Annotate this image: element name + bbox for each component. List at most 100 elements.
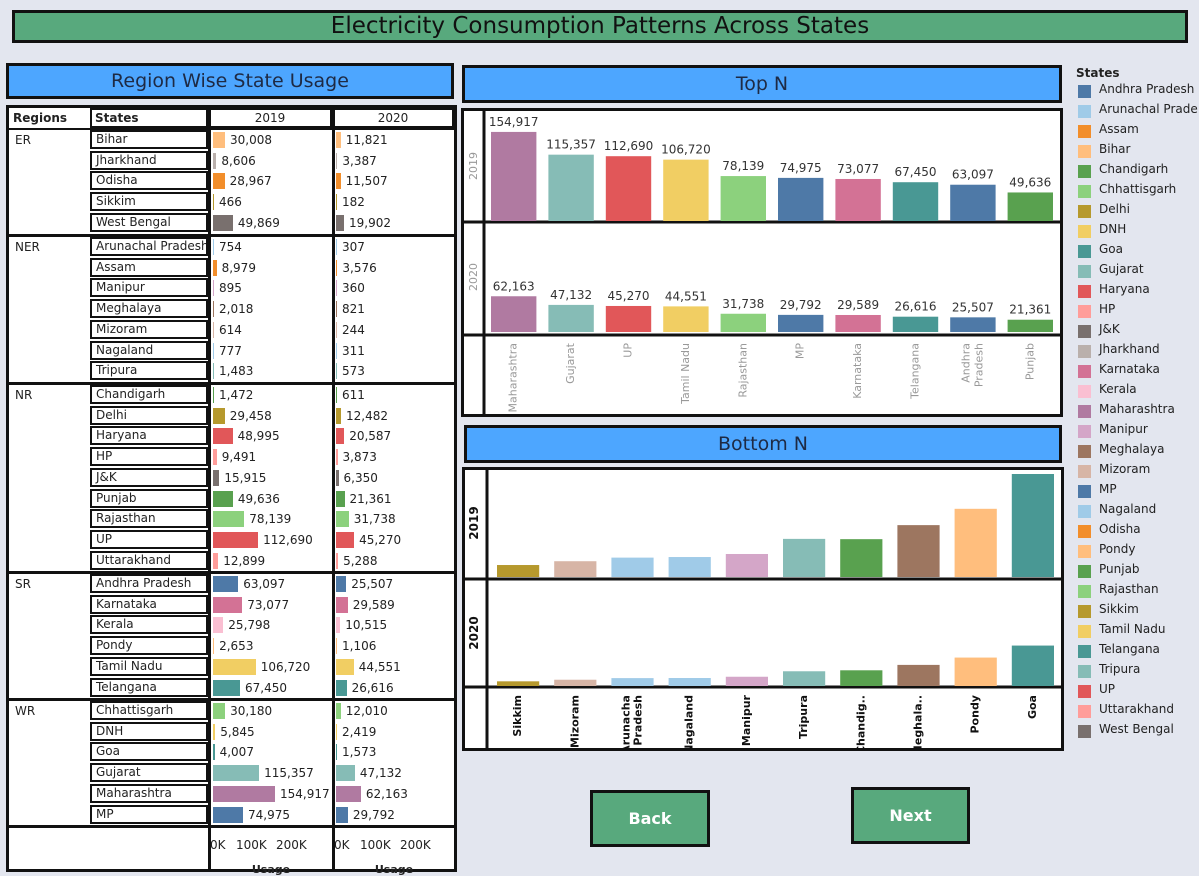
value-2020: 1,106 [342, 639, 377, 653]
top-n-category-label: Andhra [959, 343, 972, 383]
value-2019: 1,472 [219, 388, 254, 402]
table-row: Bihar 30,008 11,821 [9, 130, 454, 151]
value-2019: 895 [219, 281, 242, 295]
bar-2020 [336, 449, 338, 465]
bottom-n-bar [954, 508, 997, 577]
bar-2019 [213, 553, 219, 569]
state-name: Karnataka [90, 595, 208, 614]
state-name: Pondy [90, 636, 208, 655]
value-2020: 19,902 [349, 216, 391, 230]
bottom-n-bar [783, 671, 826, 686]
bar-2019 [213, 215, 233, 231]
state-name: Andhra Pradesh [90, 574, 208, 593]
value-2019: 49,636 [237, 492, 280, 506]
bar-2020 [336, 280, 337, 296]
region-name: SR [15, 577, 31, 591]
top-n-bar [835, 178, 881, 221]
bottom-n-bar [554, 679, 597, 686]
table-row: Sikkim 466 182 [9, 192, 454, 213]
bar-2019 [213, 744, 215, 760]
bar-2020 [336, 807, 348, 823]
bar-2019 [213, 680, 240, 696]
table-row: Manipur 895 360 [9, 278, 454, 299]
state-name: Maharashtra [90, 784, 208, 803]
bar-2019 [213, 659, 256, 675]
bar-2019 [213, 173, 225, 189]
state-name: Goa [90, 742, 208, 761]
value-2020: 2,419 [342, 725, 377, 739]
legend-label: Goa [1099, 242, 1123, 256]
value-2020: 5,288 [343, 554, 378, 568]
value-2019: 614 [219, 323, 242, 337]
bar-2020 [336, 301, 337, 317]
top-n-category-label: Maharashtra [507, 343, 520, 413]
bar-2019 [213, 765, 260, 781]
state-name: Chandigarh [90, 385, 208, 404]
region-block-ner: NER Arunachal Pradesh 754 307 Assam 8,979 3,57… [9, 237, 454, 385]
bar-2019 [213, 132, 225, 148]
value-2020: 360 [342, 281, 365, 295]
bottom-n-category-label: Tripura [797, 695, 810, 739]
region-name: NER [15, 240, 40, 254]
legend-swatch [1078, 185, 1091, 198]
bar-2020 [336, 638, 337, 654]
bar-2020 [336, 511, 349, 527]
legend-swatch [1078, 305, 1091, 318]
legend-swatch [1078, 525, 1091, 538]
bottom-n-category-label: Meghala.. [912, 695, 925, 748]
state-name: Jharkhand [90, 151, 208, 170]
axis-tick: 0K [334, 838, 350, 852]
region-name: ER [15, 133, 31, 147]
legend: States Andhra Pradesh Arunachal Prade.. As… [1076, 66, 1199, 746]
legend-label: Sikkim [1099, 602, 1139, 616]
legend-label: Mizoram [1099, 462, 1151, 476]
value-2019: 5,845 [220, 725, 255, 739]
header-divider [9, 128, 454, 130]
bar-2019 [213, 597, 243, 613]
bar-2019 [213, 194, 214, 210]
bottom-n-bar [497, 565, 540, 577]
bar-2020 [336, 680, 347, 696]
bar-2020 [336, 744, 337, 760]
bar-2019 [213, 408, 225, 424]
top-n-bar [548, 154, 594, 221]
top-n-category-label: Punjab [1023, 343, 1036, 380]
value-2020: 12,010 [345, 704, 388, 718]
legend-swatch [1078, 285, 1091, 298]
top-n-bar [548, 304, 594, 332]
legend-label: Chandigarh [1099, 162, 1169, 176]
value-2020: 3,576 [342, 261, 377, 275]
header-2020: 2020 [377, 111, 409, 125]
bar-2019 [213, 638, 215, 654]
legend-swatch [1078, 465, 1091, 478]
top-n-value-label: 21,361 [1009, 303, 1051, 317]
bottom-n-category-label: Manipur [740, 694, 753, 746]
bottom-n-bar [897, 664, 940, 686]
table-row: West Bengal 49,869 19,902 [9, 213, 454, 234]
state-name: Nagaland [90, 341, 208, 360]
top-n-svg: 2019 154,917 115,357 112,690 106,720 78,139 74… [464, 111, 1060, 414]
legend-label: MP [1099, 482, 1117, 496]
table-row: Assam 8,979 3,576 [9, 258, 454, 279]
top-n-bar [605, 156, 652, 221]
bar-2019 [213, 576, 239, 592]
bar-2019 [213, 239, 214, 255]
next-button[interactable]: Next [851, 787, 970, 844]
top-n-value-label: 74,975 [780, 161, 822, 175]
bottom-n-category-label: Goa [1026, 695, 1039, 719]
legend-swatch [1078, 585, 1091, 598]
back-button[interactable]: Back [590, 790, 710, 847]
legend-swatch [1078, 445, 1091, 458]
bar-2020 [336, 363, 337, 379]
top-n-bar [892, 182, 939, 221]
legend-label: DNH [1099, 222, 1127, 236]
value-2019: 30,180 [230, 704, 273, 718]
bar-2019 [213, 511, 245, 527]
value-2019: 1,483 [219, 364, 254, 378]
table-row: Haryana 48,995 20,587 [9, 426, 454, 447]
bar-2020 [336, 322, 337, 338]
bar-2019 [213, 260, 217, 276]
legend-label: J&K [1099, 322, 1120, 336]
top-n-bar [663, 306, 709, 332]
bottom-n-chart: 2019 2020 Sikkim Mizoram Arunacha l Pradesh Na… [462, 467, 1064, 756]
